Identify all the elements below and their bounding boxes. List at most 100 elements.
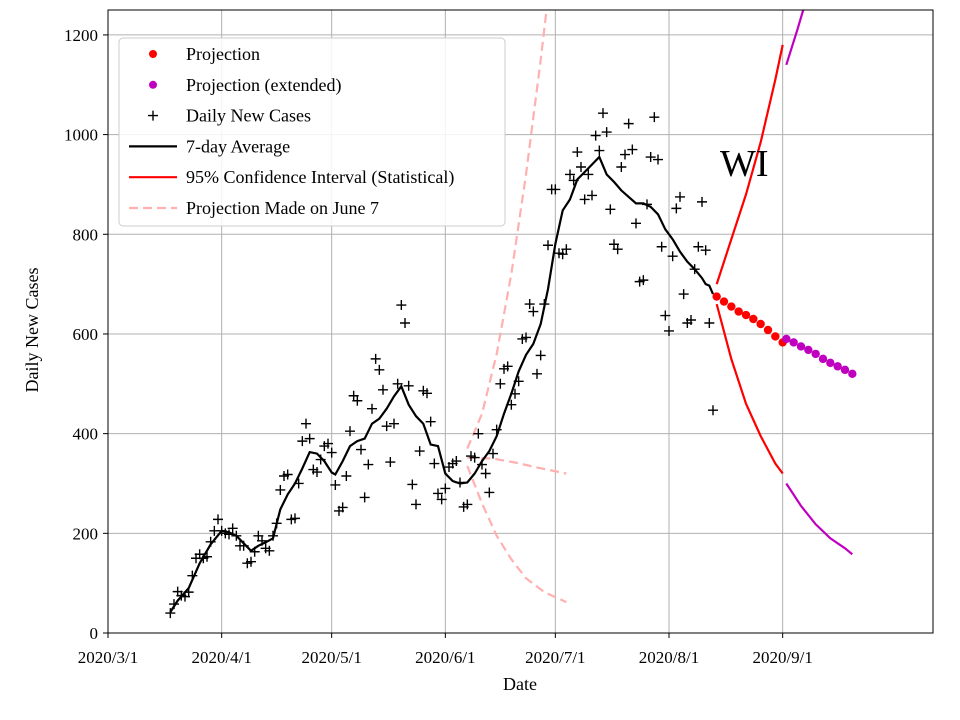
daily-cases-point <box>400 317 410 328</box>
daily-cases-point <box>411 499 421 510</box>
y-tick-label: 200 <box>73 524 99 543</box>
daily-cases-point <box>224 529 234 540</box>
ci-extended-upper-line <box>785 10 805 66</box>
daily-cases-point <box>227 523 238 534</box>
daily-cases-point <box>623 118 634 129</box>
daily-cases-point <box>649 112 660 123</box>
daily-cases-point <box>616 161 627 172</box>
daily-cases-point <box>359 492 370 503</box>
daily-cases-point <box>510 388 520 399</box>
daily-cases-point <box>693 241 704 252</box>
x-tick-label: 2020/9/1 <box>752 648 812 667</box>
daily-cases-point <box>396 300 407 311</box>
x-axis-ticks: 2020/3/1 2020/4/1 2020/5/1 2020/6/1 2020/7/1… <box>78 633 813 667</box>
daily-cases-point <box>572 147 583 158</box>
daily-cases-point <box>506 399 517 410</box>
daily-cases-point <box>249 546 260 557</box>
x-tick-label: 2020/3/1 <box>78 648 138 667</box>
legend-label: 7-day Average <box>186 136 290 156</box>
y-tick-label: 800 <box>73 225 99 244</box>
daily-cases-point <box>521 332 531 343</box>
legend-swatch-projection <box>149 50 157 58</box>
daily-cases-point <box>433 488 443 499</box>
daily-cases-point <box>429 458 440 469</box>
daily-cases-point <box>370 353 381 364</box>
daily-cases-point <box>282 469 293 480</box>
daily-cases-point <box>653 154 663 165</box>
daily-cases-point <box>165 608 176 619</box>
projection-extended-point <box>789 338 798 347</box>
daily-cases-point <box>304 433 315 444</box>
daily-cases-point <box>403 380 414 391</box>
daily-cases-point <box>579 194 590 205</box>
projection-point <box>719 297 729 306</box>
daily-cases-point <box>436 494 447 505</box>
7-day-average-line <box>169 155 715 613</box>
daily-cases-point <box>689 264 700 275</box>
y-tick-label: 400 <box>73 425 99 444</box>
daily-cases-point <box>576 161 586 172</box>
y-tick-label: 600 <box>73 325 99 344</box>
daily-cases-point <box>356 444 366 455</box>
daily-cases-point <box>367 403 377 414</box>
daily-cases-point <box>532 368 542 379</box>
x-tick-label: 2020/7/1 <box>525 648 585 667</box>
daily-cases-point <box>352 395 363 406</box>
daily-cases-point <box>667 251 678 262</box>
daily-cases-point <box>205 536 216 547</box>
daily-cases-point <box>213 514 223 525</box>
daily-cases-point <box>700 245 711 256</box>
projection-point <box>712 292 721 301</box>
daily-cases-point <box>378 384 388 395</box>
daily-cases-point <box>264 545 275 556</box>
legend-label: 95% Confidence Interval (Statistical) <box>186 167 454 188</box>
y-tick-label: 1200 <box>64 26 98 45</box>
daily-cases-point <box>363 459 374 470</box>
projection-extended-point <box>811 349 820 359</box>
daily-cases-point <box>477 459 487 470</box>
y-tick-label: 0 <box>90 624 99 643</box>
daily-cases-point <box>686 315 696 326</box>
x-tick-label: 2020/5/1 <box>301 648 361 667</box>
daily-cases-point <box>583 169 594 180</box>
daily-cases-point <box>381 421 392 432</box>
y-axis-ticks: 0 200 400 600 800 1000 1200 <box>64 26 108 643</box>
daily-cases-point <box>480 468 491 479</box>
daily-cases-point <box>425 416 436 427</box>
daily-cases-point <box>451 456 462 467</box>
daily-cases-point <box>341 471 352 482</box>
daily-cases-point <box>535 350 546 361</box>
projection-point <box>741 310 751 320</box>
daily-cases-point <box>312 467 322 478</box>
daily-cases-point <box>598 108 608 119</box>
daily-cases-point <box>656 241 667 252</box>
projection-point <box>749 314 758 324</box>
x-tick-label: 2020/8/1 <box>639 648 699 667</box>
daily-cases-point <box>513 376 524 387</box>
daily-cases-point <box>708 405 718 416</box>
daily-cases-point <box>660 310 671 321</box>
legend-label: Projection (extended) <box>186 75 341 96</box>
daily-cases-point <box>268 530 278 541</box>
daily-cases-point <box>561 244 572 255</box>
daily-cases-point <box>330 479 341 490</box>
legend-swatch-daily-new-cases <box>148 110 158 121</box>
daily-cases-point <box>587 190 597 201</box>
daily-cases-point <box>524 299 535 310</box>
state-annotation: WI <box>720 143 769 185</box>
daily-cases-point <box>543 240 553 251</box>
projection-extended-point <box>782 334 791 344</box>
daily-cases-point <box>374 364 385 375</box>
projection-point <box>771 332 780 341</box>
daily-cases-point <box>645 152 656 163</box>
projection-extended-point <box>804 345 813 355</box>
daily-cases-point <box>678 289 689 300</box>
daily-cases-point <box>594 145 605 156</box>
daily-cases-point <box>455 477 465 488</box>
daily-cases-point <box>301 418 311 429</box>
daily-cases-point <box>293 478 304 489</box>
ci-extended-lower-line <box>785 482 853 556</box>
projection-point <box>756 319 765 329</box>
daily-cases-point <box>671 203 682 214</box>
